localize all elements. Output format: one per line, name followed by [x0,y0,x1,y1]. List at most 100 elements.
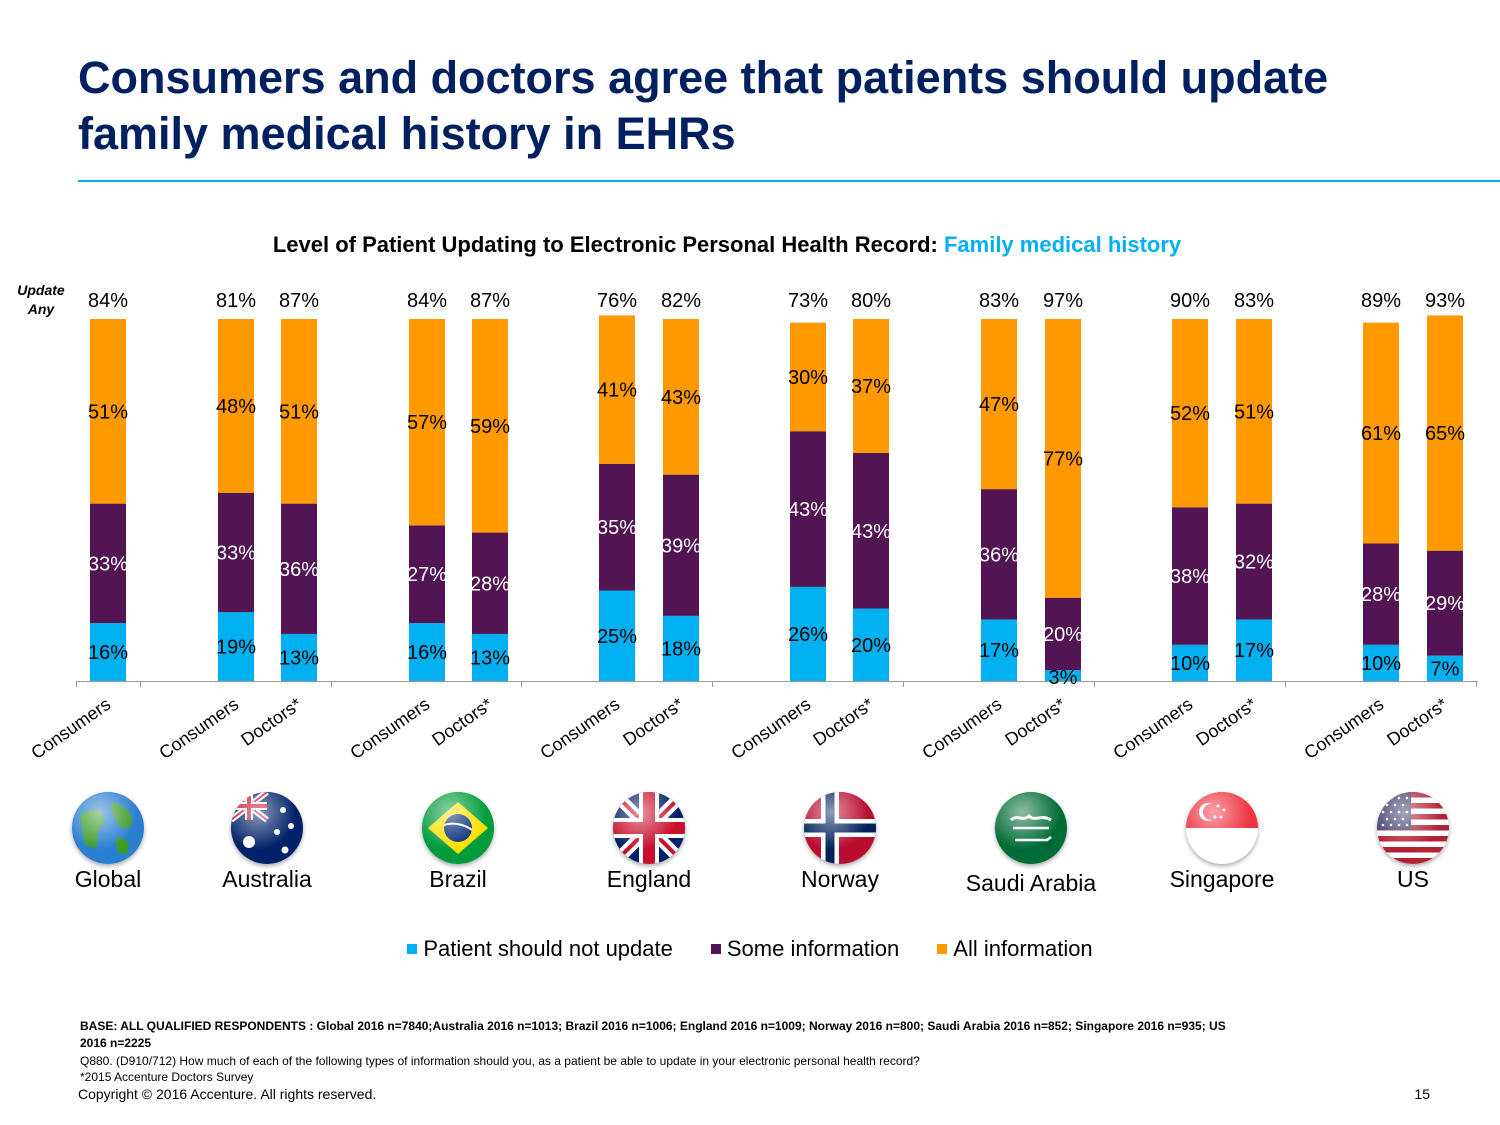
base-note: BASE: ALL QUALIFIED RESPONDENTS : Global… [80,1019,1226,1050]
data-label-england-doctors-not-update: 18% [661,638,701,660]
bar-segment-us-doctors-some [1427,550,1463,656]
bar-segment-saudi-arabia-consumers-all [981,319,1017,490]
legend-swatch-not-update [407,944,418,954]
legend-label-all-information: All information [953,936,1093,961]
data-label-brazil-doctors-all: 59% [470,416,510,438]
data-label-singapore-doctors-not-update: 17% [1234,640,1274,662]
country-label-singapore: Singapore [1169,866,1275,892]
country-label-saudi-arabia: Saudi Arabia [965,870,1097,896]
bar-segment-england-doctors-not-update [663,615,699,681]
bar-segment-australia-consumers-all [218,319,254,493]
bar-segment-norway-consumers-some [790,431,826,587]
total-label-england-consumers: 76% [597,290,637,312]
category-label-brazil-doctors: Doctors* [428,694,496,750]
data-label-norway-doctors-all: 37% [851,376,891,398]
data-label-us-consumers-all: 61% [1361,423,1401,445]
bar-segment-singapore-consumers-some [1172,507,1208,645]
chart-legend: Patient should not update Some informati… [0,936,1500,962]
data-label-singapore-doctors-some: 32% [1234,552,1274,574]
data-label-norway-consumers-some: 43% [788,499,828,521]
bar-segment-us-consumers-some [1363,543,1399,645]
data-label-saudi-arabia-doctors-not-update: 3% [1049,667,1078,689]
bar-segment-saudi-arabia-doctors-some [1045,597,1081,671]
bar-segment-singapore-consumers-all [1172,319,1208,508]
bar-segment-global-consumers-all [90,319,126,504]
norway-flag-icon [804,792,876,864]
bar-segment-saudi-arabia-consumers-some [981,489,1017,620]
data-label-norway-consumers-all: 30% [788,367,828,389]
category-label-england-consumers: Consumers [536,694,623,763]
bar-segment-us-doctors-all [1427,315,1463,551]
data-label-brazil-consumers-some: 27% [407,564,447,586]
data-label-us-doctors-all: 65% [1425,423,1465,445]
bar-segment-australia-doctors-some [281,503,317,634]
legend-item-all-information: All information [937,936,1093,962]
bar-segment-global-consumers-not-update [90,623,126,681]
data-label-saudi-arabia-consumers-some: 36% [979,544,1019,566]
data-label-england-consumers-some: 35% [597,517,637,539]
data-label-global-consumers-all: 51% [88,401,128,423]
data-label-brazil-doctors-not-update: 13% [470,647,510,669]
data-label-brazil-consumers-all: 57% [407,412,447,434]
bar-segment-us-doctors-not-update [1427,655,1463,681]
legend-label-some-information: Some information [726,936,900,961]
data-label-australia-consumers-some: 33% [216,542,256,564]
data-label-australia-doctors-not-update: 13% [279,647,319,669]
data-label-england-consumers-not-update: 25% [597,626,637,648]
chart-title: Level of Patient Updating to Electronic … [0,232,1454,258]
total-label-australia-consumers: 81% [216,290,256,312]
total-label-saudi-arabia-doctors: 97% [1043,290,1083,312]
data-label-us-consumers-not-update: 10% [1361,653,1401,675]
bar-segment-england-consumers-all [599,315,635,464]
data-label-saudi-arabia-doctors-some: 20% [1043,624,1083,646]
bar-segment-global-consumers-some [90,503,126,624]
source-note: *2015 Accenture Doctors Survey [80,1070,254,1084]
bar-segment-brazil-doctors-not-update [472,633,508,681]
total-label-global-consumers: 84% [88,290,128,312]
data-label-australia-doctors-some: 36% [279,559,319,581]
bar-segment-england-consumers-some [599,463,635,591]
bar-segment-australia-consumers-some [218,492,254,613]
bar-segment-australia-doctors-all [281,319,317,504]
category-label-australia-consumers: Consumers [155,694,242,763]
data-label-norway-doctors-not-update: 20% [851,635,891,657]
legend-item-not-update: Patient should not update [407,936,673,962]
category-label-singapore-consumers: Consumers [1109,694,1196,763]
data-label-england-doctors-all: 43% [661,387,701,409]
data-label-australia-doctors-all: 51% [279,401,319,423]
country-label-england: England [606,866,692,892]
legend-item-some-information: Some information [710,936,900,962]
legend-swatch-all-information [937,944,948,954]
bar-segment-saudi-arabia-consumers-not-update [981,619,1017,681]
data-label-global-consumers-not-update: 16% [88,642,128,664]
bar-segment-us-consumers-not-update [1363,644,1399,681]
bar-segment-brazil-consumers-all [409,319,445,526]
total-label-brazil-doctors: 87% [470,290,510,312]
data-label-singapore-consumers-some: 38% [1170,566,1210,588]
australia-flag-icon [231,792,303,864]
category-label-norway-consumers: Consumers [727,694,814,763]
total-label-singapore-doctors: 83% [1234,290,1274,312]
category-label-singapore-doctors: Doctors* [1192,694,1260,750]
data-label-norway-consumers-not-update: 26% [788,624,828,646]
country-label-norway: Norway [801,866,879,892]
bar-segment-saudi-arabia-doctors-all [1045,319,1081,598]
title-divider [78,180,1500,182]
legend-swatch-some-information [710,944,721,954]
page-number: 15 [1414,1086,1430,1102]
singapore-flag-icon [1186,792,1258,864]
country-label-global: Global [74,866,142,892]
data-label-brazil-doctors-some: 28% [470,573,510,595]
bar-segment-singapore-consumers-not-update [1172,644,1208,681]
data-label-us-doctors-not-update: 7% [1431,658,1460,680]
bar-segment-norway-doctors-all [853,319,889,453]
data-label-australia-consumers-all: 48% [216,396,256,418]
data-label-us-doctors-some: 29% [1425,593,1465,615]
total-label-brazil-consumers: 84% [407,290,447,312]
bar-segment-singapore-doctors-some [1236,503,1272,620]
category-label-australia-doctors: Doctors* [237,694,305,750]
data-label-norway-doctors-some: 43% [851,521,891,543]
country-label-us: US [1397,866,1429,892]
bar-segment-england-consumers-not-update [599,590,635,681]
bar-segment-saudi-arabia-doctors-not-update [1045,670,1081,681]
